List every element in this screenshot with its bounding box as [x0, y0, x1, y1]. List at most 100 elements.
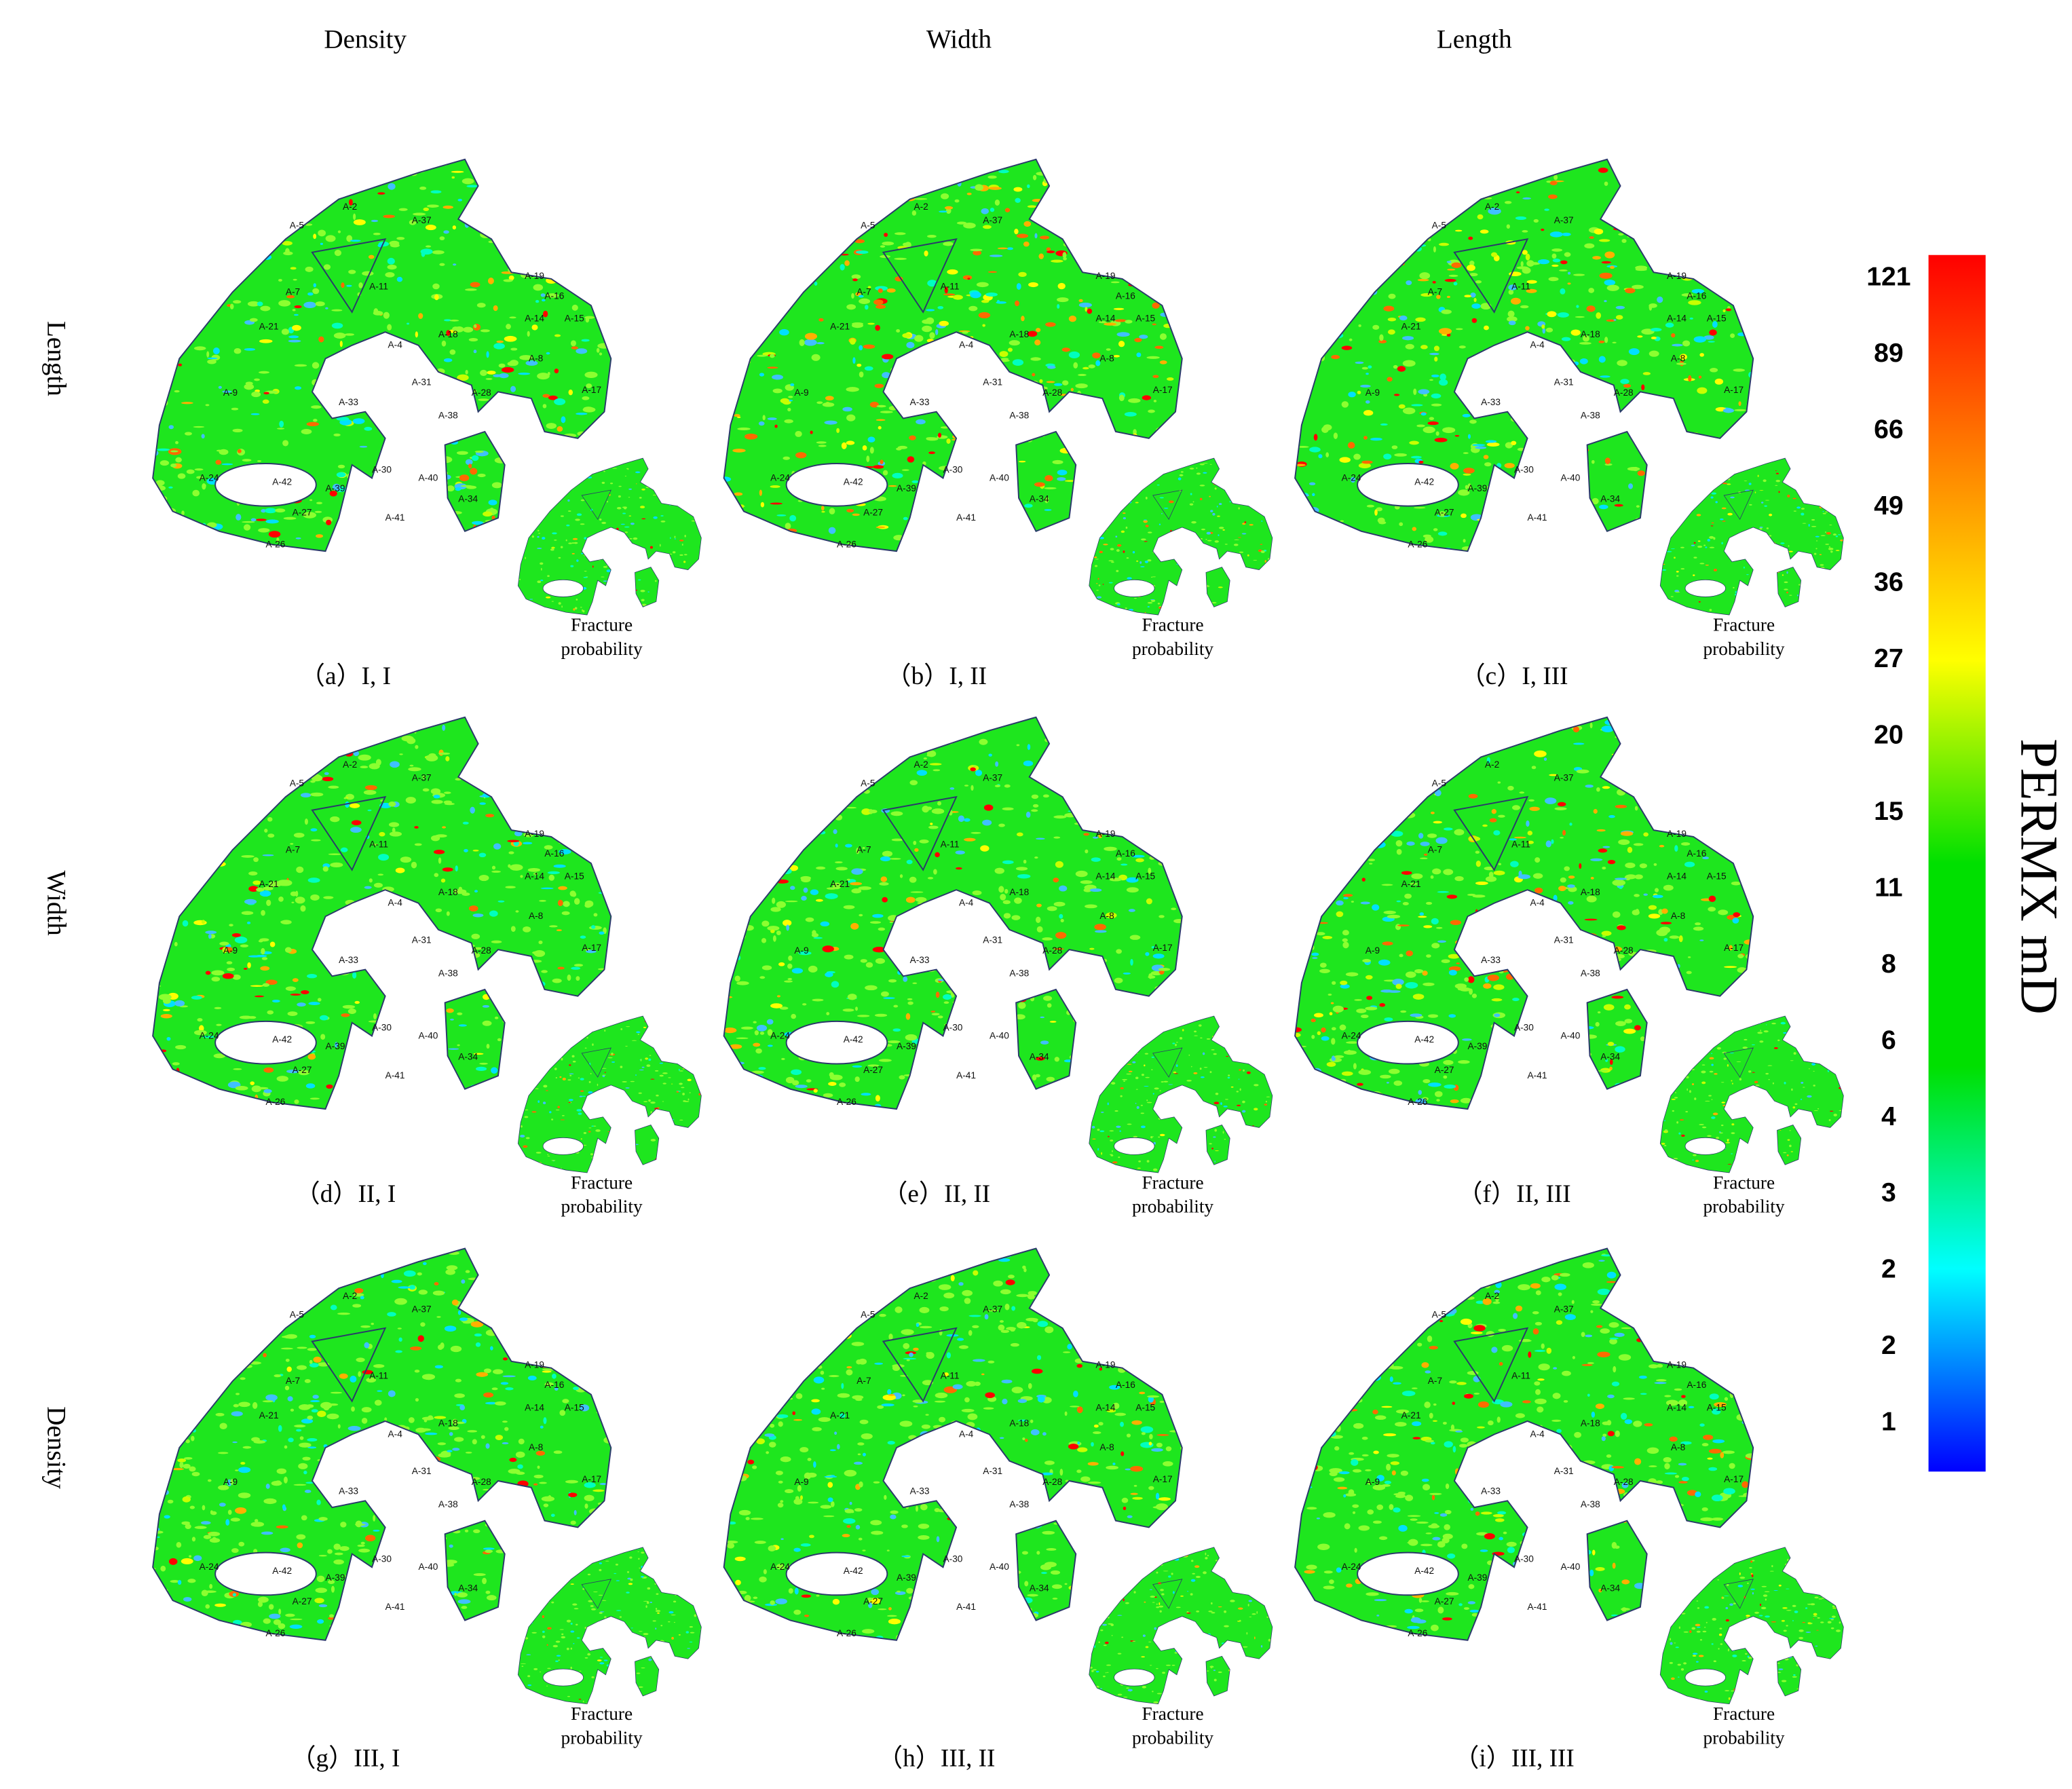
speck — [573, 898, 580, 905]
speck — [668, 1147, 671, 1150]
speck — [455, 487, 462, 491]
speck — [1295, 366, 1299, 373]
speck — [172, 1062, 180, 1066]
speck — [1210, 1108, 1213, 1110]
speck — [760, 502, 765, 508]
speck — [1434, 356, 1438, 362]
speck — [1746, 328, 1754, 332]
speck — [630, 523, 635, 525]
speck — [1628, 483, 1634, 489]
speck — [1171, 601, 1177, 605]
speck — [443, 230, 449, 234]
speck — [179, 201, 186, 205]
speck — [581, 1144, 587, 1146]
speck — [783, 859, 787, 865]
speck — [1110, 1167, 1116, 1170]
speck — [1129, 1023, 1138, 1025]
speck — [924, 181, 931, 187]
speck — [866, 455, 870, 462]
speck — [1091, 1125, 1095, 1129]
speck — [535, 1152, 542, 1154]
speck — [633, 1144, 639, 1146]
speck — [672, 551, 676, 554]
speck — [688, 597, 692, 600]
speck — [437, 456, 442, 460]
speck — [1031, 809, 1038, 812]
speck — [358, 728, 371, 732]
speck — [1360, 384, 1371, 388]
speck — [1693, 209, 1701, 214]
speck — [334, 404, 339, 409]
speck — [1358, 324, 1361, 327]
inset-map — [1089, 1015, 1273, 1173]
speck — [803, 887, 808, 893]
speck — [162, 853, 172, 858]
speck — [1388, 293, 1396, 299]
speck — [432, 283, 440, 290]
speck — [262, 854, 274, 856]
speck — [381, 453, 394, 457]
speck — [261, 170, 271, 174]
speck — [1241, 1135, 1244, 1137]
speck — [600, 1146, 602, 1148]
speck — [490, 737, 495, 743]
speck — [174, 941, 178, 947]
speck — [808, 772, 820, 778]
speck — [795, 452, 807, 459]
well-label: A-27 — [863, 507, 883, 517]
speck — [856, 1015, 870, 1017]
speck — [515, 910, 519, 913]
speck — [506, 1074, 512, 1080]
speck — [394, 914, 403, 920]
speck — [1085, 409, 1089, 414]
speck — [1469, 419, 1477, 424]
speck — [535, 1165, 538, 1167]
speck — [1043, 996, 1053, 1001]
speck — [523, 808, 531, 814]
speck — [893, 1004, 899, 1008]
speck — [1817, 502, 1822, 505]
speck — [1176, 1016, 1180, 1017]
speck — [1264, 560, 1266, 563]
speck — [490, 960, 496, 964]
speck — [1109, 201, 1115, 207]
well-label: A-26 — [265, 539, 285, 549]
speck — [1373, 203, 1380, 210]
speck — [1353, 453, 1361, 460]
speck — [1775, 470, 1777, 472]
speck — [1825, 511, 1828, 513]
speck — [745, 890, 751, 896]
speck — [803, 791, 812, 793]
speck — [1600, 375, 1610, 378]
speck — [187, 166, 197, 170]
speck — [1165, 226, 1169, 229]
speck — [736, 858, 743, 863]
well-label: A-30 — [943, 1023, 963, 1033]
speck — [442, 506, 453, 510]
speck — [907, 456, 915, 463]
speck — [156, 751, 163, 757]
speck — [1226, 1026, 1228, 1028]
speck — [162, 897, 174, 901]
speck — [511, 956, 523, 958]
speck — [1483, 455, 1489, 459]
speck — [539, 510, 541, 514]
speck — [545, 479, 548, 481]
speck — [527, 195, 540, 200]
speck — [1747, 226, 1754, 230]
speck — [1439, 169, 1448, 174]
speck — [1148, 409, 1155, 413]
speck — [759, 489, 762, 496]
speck — [1091, 988, 1103, 994]
speck — [1758, 586, 1761, 589]
speck — [1507, 316, 1518, 322]
speck — [756, 293, 766, 297]
speck — [539, 793, 545, 797]
speck — [749, 873, 759, 879]
speck — [576, 976, 580, 981]
speck — [846, 806, 856, 809]
base-fill — [153, 159, 611, 552]
speck — [423, 1023, 433, 1028]
well-label: A-38 — [438, 968, 458, 978]
speck — [525, 557, 526, 560]
